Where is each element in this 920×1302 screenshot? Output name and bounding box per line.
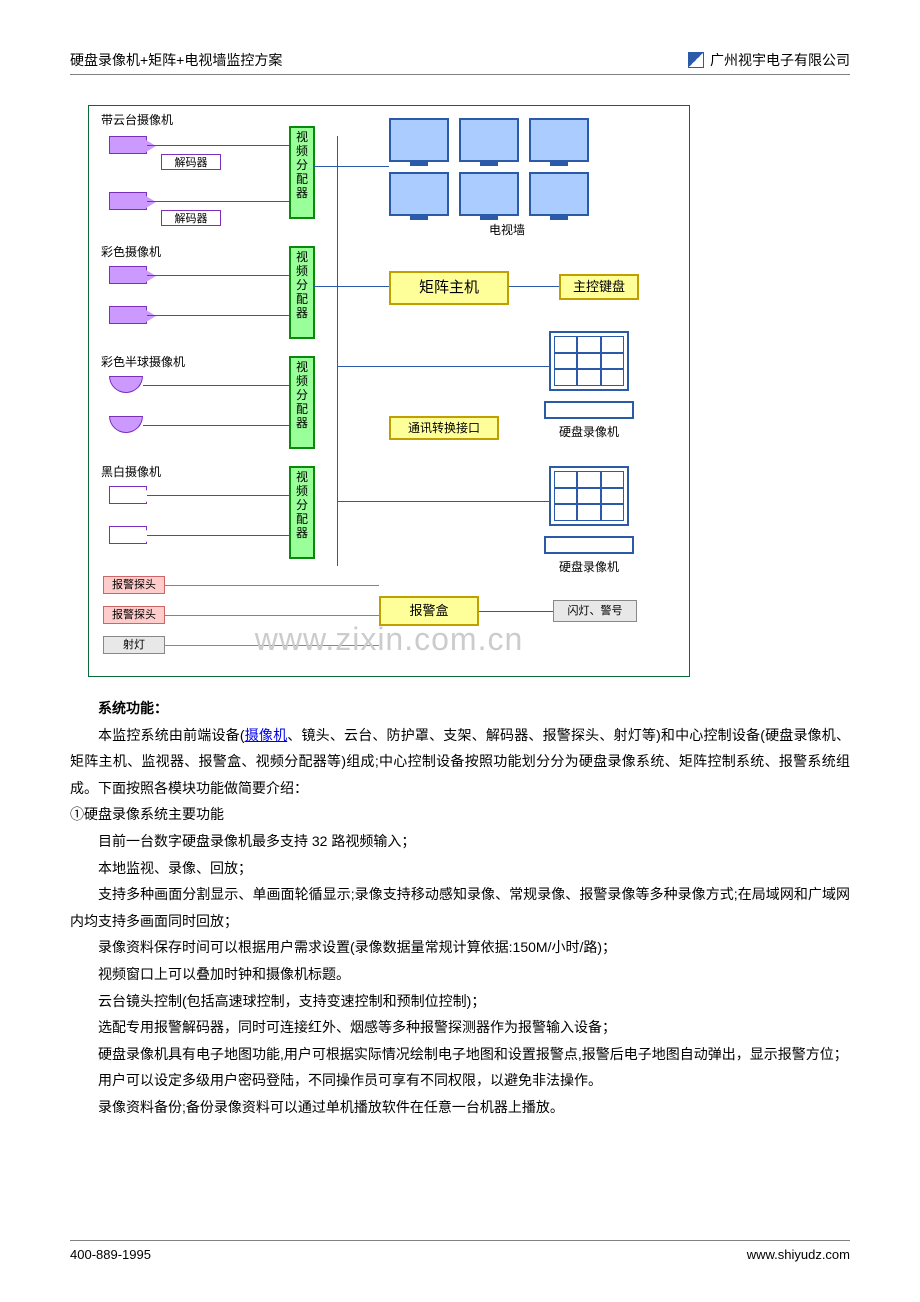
ptz-camera-1 — [109, 136, 147, 154]
decoder-1: 解码器 — [161, 154, 221, 170]
p3: 支持多种画面分割显示、单画面轮循显示;录像支持移动感知录像、常规录像、报警录像等… — [70, 881, 850, 934]
tv-5 — [459, 172, 519, 216]
comm-interface: 通讯转换接口 — [389, 416, 499, 440]
alarm-probe-1: 报警探头 — [103, 576, 165, 594]
page-header: 硬盘录像机+矩阵+电视墙监控方案 广州视宇电子有限公司 — [70, 50, 850, 75]
body-text: 系统功能： 本监控系统由前端设备(摄像机、镜头、云台、防护罩、支架、解码器、报警… — [70, 695, 850, 1121]
dvr-2-monitor — [549, 466, 629, 526]
tv-1 — [389, 118, 449, 162]
siren-box: 闪灯、警号 — [553, 600, 637, 622]
color-camera-2 — [109, 306, 147, 324]
light-box: 射灯 — [103, 636, 165, 654]
dome-camera-1 — [109, 376, 143, 393]
dvr-1-monitor — [549, 331, 629, 391]
label-color-cam: 彩色摄像机 — [101, 246, 161, 259]
tv-3 — [529, 118, 589, 162]
header-company: 广州视宇电子有限公司 — [710, 50, 850, 70]
logo-icon — [688, 52, 704, 68]
label-dome-cam: 彩色半球摄像机 — [101, 356, 185, 369]
p10: 录像资料备份;备份录像资料可以通过单机播放软件在任意一台机器上播放。 — [70, 1094, 850, 1121]
p6: 云台镜头控制(包括高速球控制，支持变速控制和预制位控制)； — [70, 988, 850, 1015]
matrix-host: 矩阵主机 — [389, 271, 509, 305]
dome-camera-2 — [109, 416, 143, 433]
watermark: www.zixin.com.cn — [255, 621, 524, 658]
vdist-4: 视频分配器 — [289, 466, 315, 559]
vdist-3: 视频分配器 — [289, 356, 315, 449]
decoder-2: 解码器 — [161, 210, 221, 226]
control-keyboard: 主控键盘 — [559, 274, 639, 300]
p7: 选配专用报警解码器，同时可连接红外、烟感等多种报警探测器作为报警输入设备； — [70, 1014, 850, 1041]
label-tvwall: 电视墙 — [489, 224, 525, 237]
label-dvr-2: 硬盘录像机 — [559, 561, 619, 574]
sub1: ①硬盘录像系统主要功能 — [70, 801, 850, 828]
section-title: 系统功能： — [70, 695, 850, 722]
dvr-2-base — [544, 536, 634, 554]
intro-1a: 本监控系统由前端设备( — [98, 727, 245, 743]
color-camera-1 — [109, 266, 147, 284]
alarm-probe-2: 报警探头 — [103, 606, 165, 624]
p5: 视频窗口上可以叠加时钟和摄像机标题。 — [70, 961, 850, 988]
header-right: 广州视宇电子有限公司 — [688, 50, 850, 70]
intro-paragraph: 本监控系统由前端设备(摄像机、镜头、云台、防护罩、支架、解码器、报警探头、射灯等… — [70, 722, 850, 802]
page-footer: 400-889-1995 www.shiyudz.com — [70, 1240, 850, 1262]
vdist-2: 视频分配器 — [289, 246, 315, 339]
label-ptz: 带云台摄像机 — [101, 114, 173, 127]
vdist-1: 视频分配器 — [289, 126, 315, 219]
footer-url: www.shiyudz.com — [747, 1247, 850, 1262]
label-dvr-1: 硬盘录像机 — [559, 426, 619, 439]
p1: 目前一台数字硬盘录像机最多支持 32 路视频输入； — [70, 828, 850, 855]
dvr-1-base — [544, 401, 634, 419]
bw-camera-1 — [109, 486, 147, 504]
label-bw-cam: 黑白摄像机 — [101, 466, 161, 479]
p8: 硬盘录像机具有电子地图功能,用户可根据实际情况绘制电子地图和设置报警点,报警后电… — [70, 1041, 850, 1068]
tv-2 — [459, 118, 519, 162]
p4: 录像资料保存时间可以根据用户需求设置(录像数据量常规计算依据:150M/小时/路… — [70, 934, 850, 961]
ptz-camera-2 — [109, 192, 147, 210]
system-diagram: 带云台摄像机 彩色摄像机 彩色半球摄像机 黑白摄像机 解码器 解码器 报警探头 … — [88, 105, 690, 677]
bw-camera-2 — [109, 526, 147, 544]
camera-link[interactable]: 摄像机 — [245, 727, 288, 743]
p9: 用户可以设定多级用户密码登陆，不同操作员可享有不同权限，以避免非法操作。 — [70, 1067, 850, 1094]
tv-4 — [389, 172, 449, 216]
tv-6 — [529, 172, 589, 216]
header-left: 硬盘录像机+矩阵+电视墙监控方案 — [70, 50, 282, 70]
footer-phone: 400-889-1995 — [70, 1247, 151, 1262]
alarm-box: 报警盒 — [379, 596, 479, 626]
p2: 本地监视、录像、回放； — [70, 855, 850, 882]
